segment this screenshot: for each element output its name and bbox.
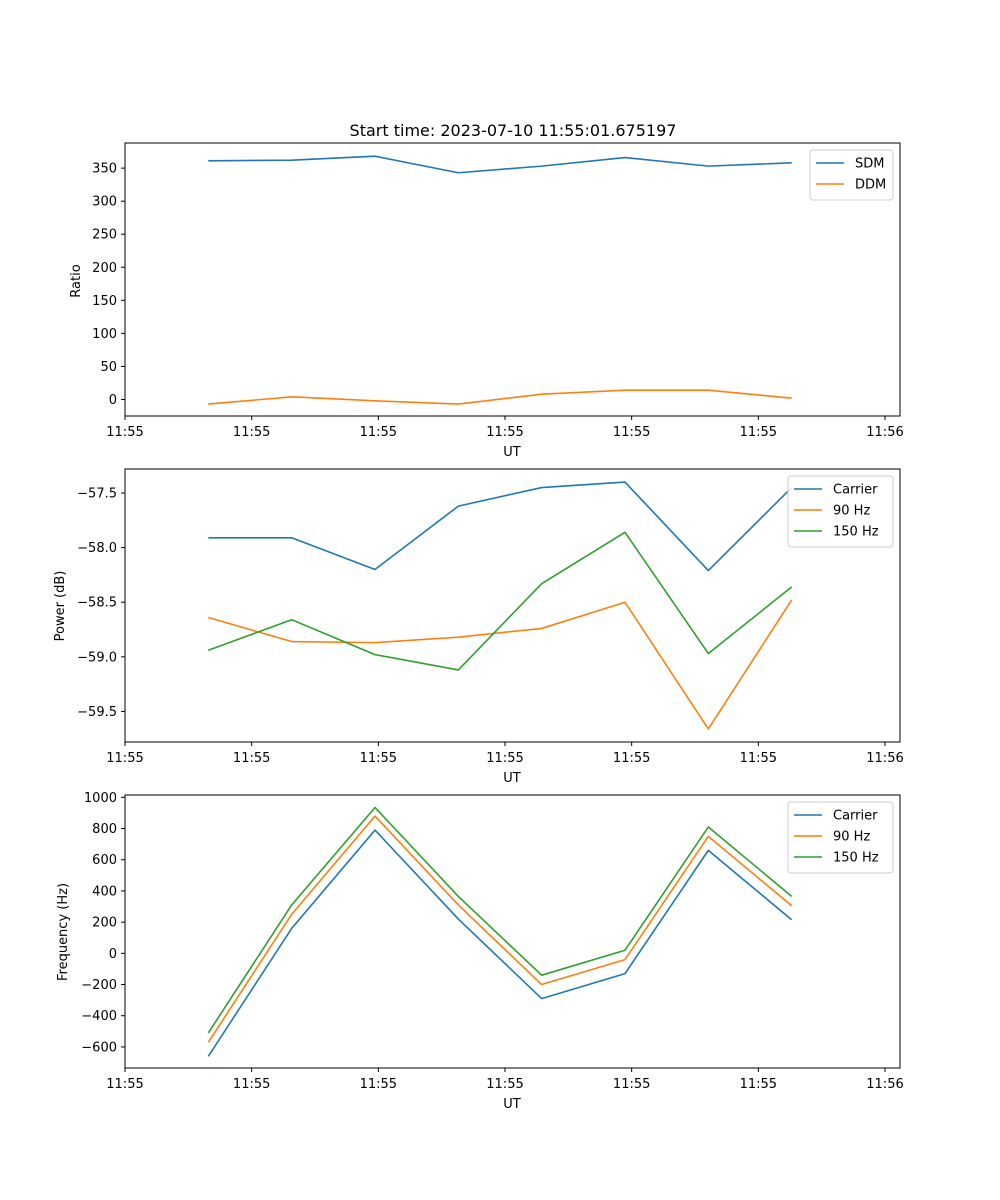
- x-tick-label: 11:55: [106, 425, 143, 440]
- legend: Carrier 90 Hz 150 Hz: [787, 801, 894, 874]
- x-tick-label: 11:55: [486, 425, 523, 440]
- panel-frequency: 11:55 11:55 11:55 11:55 11:55 11:55 11:56 −600 −…: [56, 791, 904, 1112]
- x-axis-label: UT: [503, 771, 521, 786]
- x-tick-label: 11:55: [740, 751, 777, 766]
- x-tick-label: 11:55: [360, 425, 397, 440]
- y-axis-label: Ratio: [69, 264, 84, 297]
- legend-box: [787, 475, 894, 548]
- series-line-90-hz: [207, 815, 793, 1043]
- y-tick-label: −58.5: [77, 596, 117, 611]
- y-tick-label: 400: [92, 884, 117, 899]
- legend-label: DDM: [855, 178, 886, 193]
- y-tick-label: 1000: [84, 791, 117, 806]
- y-tick-label: 50: [100, 360, 117, 375]
- legend-box: [787, 801, 894, 874]
- y-tick-label: 150: [92, 294, 117, 309]
- y-tick-label: −600: [81, 1040, 117, 1055]
- x-tick-label: 11:55: [613, 425, 650, 440]
- x-tick-label: 11:55: [233, 1077, 270, 1092]
- series-line-sdm: [208, 155, 792, 174]
- y-tick-label: −59.5: [77, 705, 117, 720]
- y-tick-label: −200: [81, 978, 117, 993]
- series-line-ddm: [208, 389, 792, 405]
- y-tick-label: −59.0: [77, 650, 117, 665]
- x-tick-label: 11:55: [106, 1077, 143, 1092]
- legend-label: 150 Hz: [833, 525, 879, 540]
- x-axis-label: UT: [503, 445, 521, 460]
- series-line-150-hz: [208, 531, 793, 671]
- series-line-carrier: [208, 481, 793, 572]
- x-tick-label: 11:55: [740, 425, 777, 440]
- x-tick-label: 11:55: [486, 1077, 523, 1092]
- panel-power: 11:55 11:55 11:55 11:55 11:55 11:55 11:56 −59.5…: [53, 468, 904, 786]
- x-tick-label: 11:56: [866, 1077, 903, 1092]
- legend-label: Carrier: [833, 809, 878, 824]
- x-tick-label: 11:55: [486, 751, 523, 766]
- legend-label: 90 Hz: [833, 830, 870, 845]
- legend-label: 150 Hz: [833, 851, 879, 866]
- x-tick-label: 11:55: [233, 751, 270, 766]
- x-tick-label: 11:55: [613, 751, 650, 766]
- y-tick-label: −57.5: [77, 487, 117, 502]
- axes-frame: [124, 794, 901, 1069]
- x-tick-label: 11:55: [613, 1077, 650, 1092]
- y-tick-label: 800: [92, 822, 117, 837]
- y-tick-label: 0: [109, 393, 117, 408]
- y-tick-label: 0: [109, 947, 117, 962]
- series-line-150-hz: [207, 806, 793, 1034]
- y-tick-label: 200: [92, 261, 117, 276]
- y-tick-label: 200: [92, 916, 117, 931]
- panel-ratio: Start time: 2023-07-10 11:55:01.675197 1…: [69, 121, 904, 460]
- x-tick-label: 11:55: [106, 751, 143, 766]
- y-tick-label: 250: [92, 228, 117, 243]
- y-tick-label: −400: [81, 1009, 117, 1024]
- x-tick-label: 11:55: [740, 1077, 777, 1092]
- y-tick-label: 350: [92, 162, 117, 177]
- y-axis-label: Frequency (Hz): [56, 883, 71, 981]
- series-line-carrier: [207, 829, 793, 1057]
- chart-title: Start time: 2023-07-10 11:55:01.675197: [350, 121, 677, 140]
- x-tick-label: 11:55: [360, 751, 397, 766]
- y-tick-label: 100: [92, 327, 117, 342]
- legend-label: SDM: [855, 157, 884, 172]
- legend: SDM DDM: [809, 149, 894, 201]
- series-line-90-hz: [208, 599, 793, 730]
- y-axis-label: Power (dB): [53, 571, 68, 642]
- y-tick-label: −58.0: [77, 541, 117, 556]
- legend: Carrier 90 Hz 150 Hz: [787, 475, 894, 548]
- y-tick-label: 600: [92, 853, 117, 868]
- x-tick-label: 11:55: [360, 1077, 397, 1092]
- x-axis-label: UT: [503, 1097, 521, 1112]
- legend-label: 90 Hz: [833, 504, 870, 519]
- x-tick-label: 11:56: [866, 751, 903, 766]
- x-tick-label: 11:55: [233, 425, 270, 440]
- legend-label: Carrier: [833, 483, 878, 498]
- axes-frame: [124, 142, 901, 417]
- y-tick-label: 300: [92, 195, 117, 210]
- x-tick-label: 11:56: [866, 425, 903, 440]
- axes-frame: [124, 468, 901, 743]
